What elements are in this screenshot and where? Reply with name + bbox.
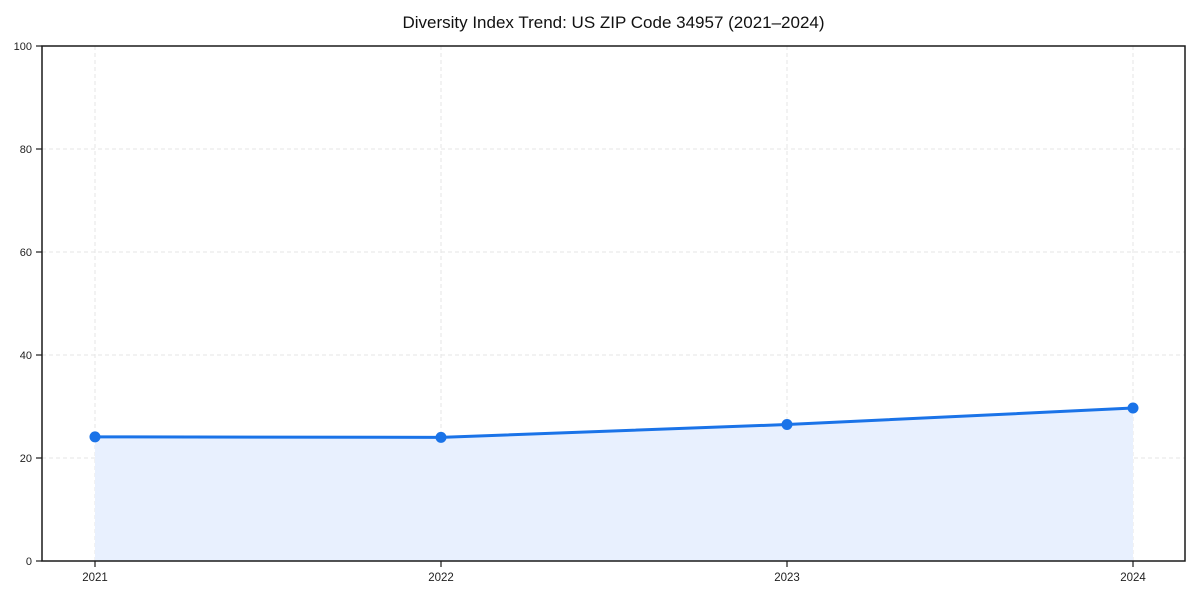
data-point-2024 xyxy=(1127,402,1139,414)
area-fill xyxy=(95,408,1133,561)
axis-ticks xyxy=(36,45,1134,567)
x-tick-label: 2023 xyxy=(774,572,800,584)
y-tick-label: 0 xyxy=(26,556,32,568)
plot-border xyxy=(41,45,1186,562)
y-tick-label: 20 xyxy=(20,453,32,465)
axis-tick-labels: 0 20 40 60 80 100 2021 2022 2023 2024 xyxy=(14,41,1147,584)
data-point-2023 xyxy=(781,419,793,431)
x-tick-label: 2021 xyxy=(82,572,108,584)
x-tick-label: 2022 xyxy=(428,572,454,584)
x-tick-label: 2024 xyxy=(1120,572,1146,584)
y-tick-label: 100 xyxy=(14,41,32,53)
trend-line-layer xyxy=(93,406,1135,439)
y-tick-label: 60 xyxy=(20,247,32,259)
trend-line xyxy=(93,406,1135,439)
data-point-2021 xyxy=(89,431,101,443)
y-tick-label: 80 xyxy=(20,144,32,156)
data-point-markers xyxy=(89,402,1139,443)
chart-title: Diversity Index Trend: US ZIP Code 34957… xyxy=(402,13,825,32)
area-fill-layer xyxy=(95,408,1133,561)
data-point-2022 xyxy=(435,431,447,443)
y-tick-label: 40 xyxy=(20,350,32,362)
axes-spines xyxy=(41,45,1186,562)
